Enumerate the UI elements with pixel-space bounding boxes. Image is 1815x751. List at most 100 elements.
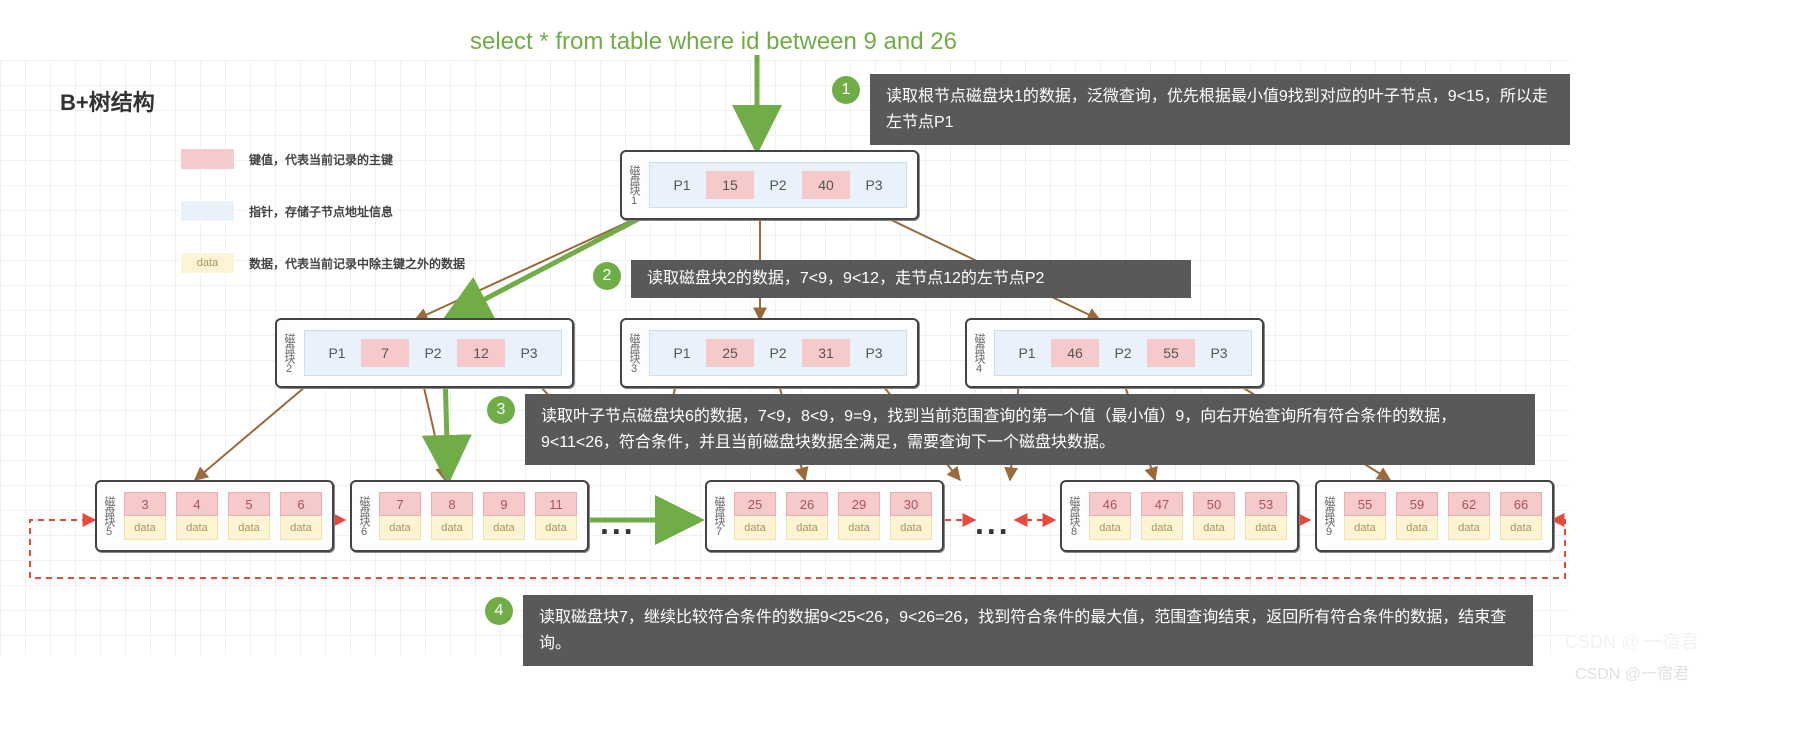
leaf-key: 9 <box>483 492 525 516</box>
leaf-data: data <box>1141 516 1183 540</box>
legend-data: data 数据，代表当前记录中除主键之外的数据 <box>180 252 465 274</box>
leaf-key: 55 <box>1344 492 1386 516</box>
callout-1-text: 读取根节点磁盘块1的数据，泛微查询，优先根据最小值9找到对应的叶子节点，9<15… <box>886 84 1554 135</box>
leaf-key: 8 <box>431 492 473 516</box>
leaf-data: data <box>379 516 421 540</box>
cell: P2 <box>754 171 802 199</box>
leaf-key: 6 <box>280 492 322 516</box>
callout-2-box: 读取磁盘块2的数据，7<9，9<12，走节点12的左节点P2 <box>631 260 1191 298</box>
ellipsis: ... <box>975 505 1011 542</box>
leaf-data: data <box>176 516 218 540</box>
leaf-6: 磁盘块6 7data 8data 9data 11data <box>350 480 589 552</box>
leaf-9-label: 磁盘块9 <box>1317 482 1340 550</box>
leaf-key: 62 <box>1448 492 1490 516</box>
badge-1: 1 <box>832 76 860 104</box>
callout-4-box: 读取磁盘块7，继续比较符合条件的数据9<25<26，9<26=26，找到符合条件… <box>523 595 1533 666</box>
leaf-data: data <box>431 516 473 540</box>
leaf-key: 47 <box>1141 492 1183 516</box>
leaf-data: data <box>228 516 270 540</box>
leaf-data: data <box>1500 516 1542 540</box>
leaf-key: 3 <box>124 492 166 516</box>
legend-ptr: 指针，存储子节点地址信息 <box>180 200 393 222</box>
leaf-data: data <box>890 516 932 540</box>
callout-4-text: 读取磁盘块7，继续比较符合条件的数据9<25<26，9<26=26，找到符合条件… <box>539 605 1517 656</box>
legend-key: 键值，代表当前记录的主键 <box>180 148 393 170</box>
leaf-7-label: 磁盘块7 <box>707 482 730 550</box>
callout-1-box: 读取根节点磁盘块1的数据，泛微查询，优先根据最小值9找到对应的叶子节点，9<15… <box>870 74 1570 145</box>
node-root-label: 磁盘块1 <box>622 152 645 218</box>
leaf-data: data <box>1448 516 1490 540</box>
leaf-data: data <box>1344 516 1386 540</box>
leaf-key: 59 <box>1396 492 1438 516</box>
cell: P2 <box>754 339 802 367</box>
cell: 46 <box>1051 339 1099 367</box>
leaf-data: data <box>786 516 828 540</box>
cell: P1 <box>658 171 706 199</box>
legend-label-data: 数据，代表当前记录中除主键之外的数据 <box>249 255 465 272</box>
node-2: 磁盘块2 P1 7 P2 12 P3 <box>275 318 574 388</box>
legend-label-ptr: 指针，存储子节点地址信息 <box>249 203 393 220</box>
node-2-label: 磁盘块2 <box>277 320 300 386</box>
leaf-key: 50 <box>1193 492 1235 516</box>
leaf-key: 26 <box>786 492 828 516</box>
diagram-title: B+树结构 <box>60 85 155 117</box>
leaf-data: data <box>734 516 776 540</box>
callout-3-box: 读取叶子节点磁盘块6的数据，7<9，8<9，9=9，找到当前范围查询的第一个值（… <box>525 394 1535 465</box>
query-text: select * from table where id between 9 a… <box>470 28 957 56</box>
node-root: 磁盘块1 P1 15 P2 40 P3 <box>620 150 919 220</box>
cell: P3 <box>1195 339 1243 367</box>
leaf-data: data <box>1396 516 1438 540</box>
cell: P1 <box>313 339 361 367</box>
badge-2: 2 <box>593 262 621 290</box>
node-3-label: 磁盘块3 <box>622 320 645 386</box>
watermark-light: CSDN @ 一宿君 <box>1565 628 1698 654</box>
cell: P1 <box>1003 339 1051 367</box>
leaf-key: 46 <box>1089 492 1131 516</box>
watermark-dark: CSDN @一宿君 <box>1575 660 1689 684</box>
callout-3-text: 读取叶子节点磁盘块6的数据，7<9，8<9，9=9，找到当前范围查询的第一个值（… <box>541 404 1519 455</box>
callout-2: 2 读取磁盘块2的数据，7<9，9<12，走节点12的左节点P2 <box>593 260 1191 298</box>
leaf-7: 磁盘块7 25data 26data 29data 30data <box>705 480 944 552</box>
ellipsis: ... <box>600 505 636 542</box>
legend-swatch-ptr <box>180 200 235 222</box>
leaf-8: 磁盘块8 46data 47data 50data 53data <box>1060 480 1299 552</box>
leaf-data: data <box>535 516 577 540</box>
leaf-data: data <box>1089 516 1131 540</box>
leaf-9: 磁盘块9 55data 59data 62data 66data <box>1315 480 1554 552</box>
cell: P3 <box>505 339 553 367</box>
cell: P3 <box>850 171 898 199</box>
cell: 15 <box>706 171 754 199</box>
leaf-5-label: 磁盘块5 <box>97 482 120 550</box>
leaf-key: 29 <box>838 492 880 516</box>
leaf-8-label: 磁盘块8 <box>1062 482 1085 550</box>
badge-3: 3 <box>487 396 515 424</box>
callout-3: 3 读取叶子节点磁盘块6的数据，7<9，8<9，9=9，找到当前范围查询的第一个… <box>487 394 1535 465</box>
cell: 7 <box>361 339 409 367</box>
callout-1: 1 读取根节点磁盘块1的数据，泛微查询，优先根据最小值9找到对应的叶子节点，9<… <box>832 74 1570 145</box>
legend-swatch-key <box>180 148 235 170</box>
cell: 40 <box>802 171 850 199</box>
leaf-data: data <box>124 516 166 540</box>
cell: 55 <box>1147 339 1195 367</box>
leaf-6-label: 磁盘块6 <box>352 482 375 550</box>
cell: P3 <box>850 339 898 367</box>
callout-2-text: 读取磁盘块2的数据，7<9，9<12，走节点12的左节点P2 <box>647 266 1044 292</box>
node-3: 磁盘块3 P1 25 P2 31 P3 <box>620 318 919 388</box>
node-4: 磁盘块4 P1 46 P2 55 P3 <box>965 318 1264 388</box>
cell: P2 <box>1099 339 1147 367</box>
cell: P2 <box>409 339 457 367</box>
leaf-key: 66 <box>1500 492 1542 516</box>
leaf-data: data <box>1245 516 1287 540</box>
cell: 12 <box>457 339 505 367</box>
leaf-data: data <box>1193 516 1235 540</box>
leaf-data: data <box>838 516 880 540</box>
leaf-key: 11 <box>535 492 577 516</box>
leaf-key: 53 <box>1245 492 1287 516</box>
leaf-5: 磁盘块5 3data 4data 5data 6data <box>95 480 334 552</box>
legend-label-key: 键值，代表当前记录的主键 <box>249 151 393 168</box>
node-4-label: 磁盘块4 <box>967 320 990 386</box>
badge-4: 4 <box>485 597 513 625</box>
cell: 25 <box>706 339 754 367</box>
leaf-key: 30 <box>890 492 932 516</box>
leaf-key: 4 <box>176 492 218 516</box>
